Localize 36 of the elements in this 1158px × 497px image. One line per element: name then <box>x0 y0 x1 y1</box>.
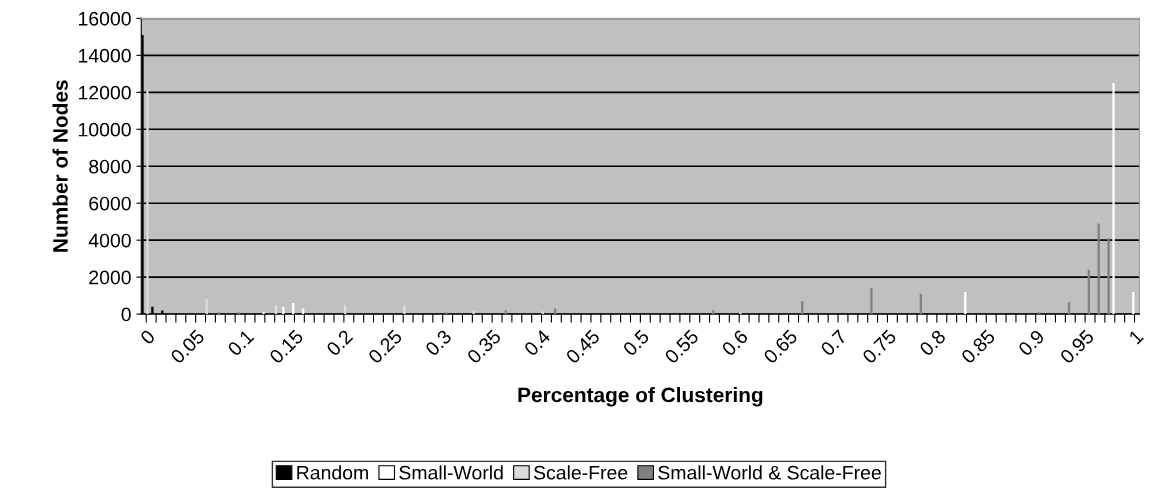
y-tick-label: 12000 <box>78 85 131 100</box>
y-tick-label: 0 <box>121 307 131 322</box>
x-tick-label: 0.1 <box>226 329 255 357</box>
x-tick-label: 0.8 <box>918 328 947 357</box>
x-tick-label: 1 <box>1128 329 1144 345</box>
legend-label: Random <box>297 465 368 480</box>
bar <box>541 311 544 315</box>
y-tick-label: 10000 <box>78 122 131 137</box>
y-tick-label: 2000 <box>89 270 131 285</box>
legend-label: Scale-Free <box>533 465 628 480</box>
x-tick-label: 0.9 <box>1017 329 1046 357</box>
bar <box>472 310 475 315</box>
bar <box>1107 238 1110 315</box>
y-tick-label: 6000 <box>89 196 131 211</box>
y-tick-label: 14000 <box>78 48 131 63</box>
legend-label: Small-World <box>399 465 503 480</box>
bar <box>870 288 873 315</box>
bar <box>712 310 715 315</box>
bar <box>504 310 507 315</box>
x-tick-label: 0.65 <box>762 328 799 365</box>
x-tick-label: 0.7 <box>819 329 848 357</box>
y-axis-title: Number of Nodes <box>52 80 68 252</box>
x-tick-label: 0.3 <box>424 328 453 357</box>
y-tick-label: 8000 <box>89 159 131 174</box>
x-tick-label: 0.5 <box>622 328 650 357</box>
x-tick-label: 0 <box>139 328 156 346</box>
legend-label: Small-World & Scale-Free <box>658 465 881 480</box>
bar <box>403 305 406 315</box>
x-tick-label: 0.6 <box>720 328 749 357</box>
y-tick-label: 4000 <box>88 233 131 248</box>
x-tick-label: 0.4 <box>523 328 552 357</box>
y-tick-label: 16000 <box>78 11 131 26</box>
bar <box>1112 83 1115 315</box>
x-tick-label: 0.2 <box>325 329 354 357</box>
x-axis-title: Percentage of Clustering <box>518 387 763 407</box>
x-tick-label: 0.05 <box>169 328 206 365</box>
